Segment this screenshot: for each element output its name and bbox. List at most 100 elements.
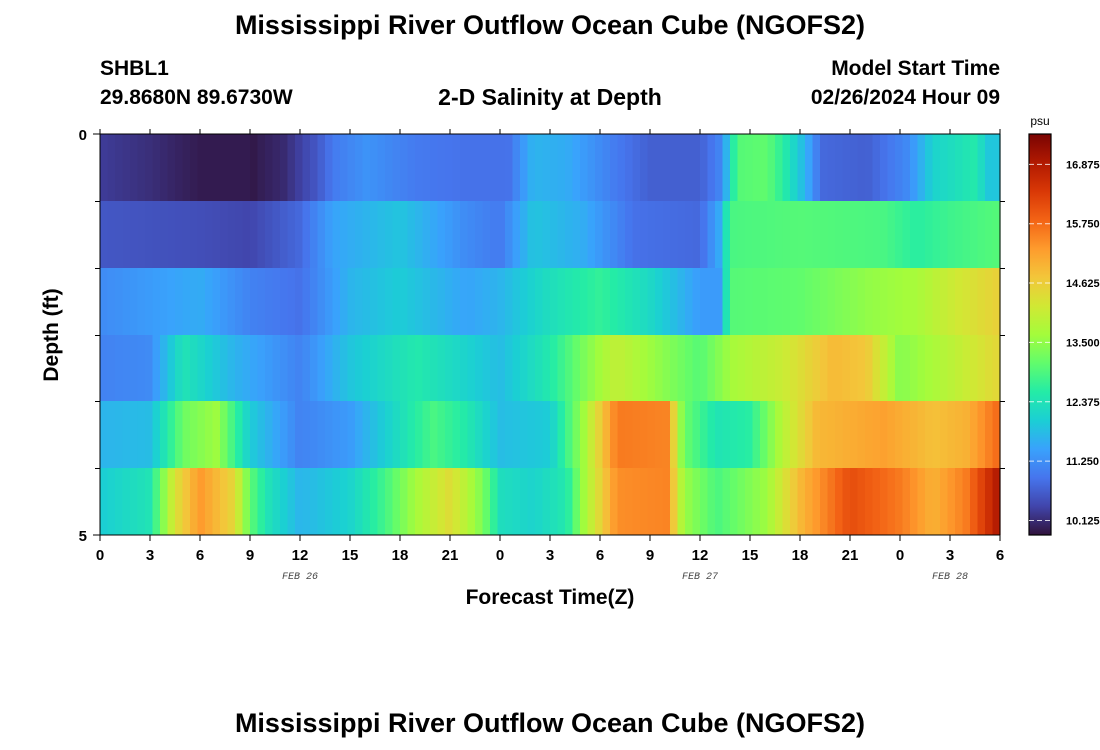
heatmap-cell <box>130 268 139 335</box>
heatmap-cell <box>310 335 319 401</box>
heatmap-cell <box>985 401 994 468</box>
heatmap-cell <box>227 468 236 535</box>
heatmap-cell <box>250 335 259 401</box>
heatmap-cell <box>445 201 454 268</box>
heatmap-cell <box>527 468 536 535</box>
heatmap-cell <box>782 335 791 401</box>
heatmap-cell <box>602 201 611 268</box>
heatmap-cell <box>580 201 589 268</box>
heatmap-cell <box>977 335 986 401</box>
heatmap-cell <box>565 335 574 401</box>
heatmap-cell <box>452 134 461 201</box>
heatmap-cell <box>992 201 1001 268</box>
heatmap-cell <box>580 335 589 401</box>
heatmap-cell <box>235 134 244 201</box>
heatmap-cell <box>130 468 139 535</box>
heatmap-cell <box>730 134 739 201</box>
heatmap-cell <box>790 335 799 401</box>
heatmap-cell <box>910 468 919 535</box>
station-coordinates: 29.8680N 89.6730W <box>100 86 293 109</box>
heatmap-cell <box>302 268 311 335</box>
heatmap-cell <box>842 468 851 535</box>
heatmap-cell <box>362 401 371 468</box>
heatmap-cell <box>887 401 896 468</box>
heatmap-cell <box>160 268 169 335</box>
heatmap-cell <box>572 201 581 268</box>
heatmap-cell <box>310 268 319 335</box>
heatmap-cell <box>152 268 161 335</box>
heatmap-cell <box>527 268 536 335</box>
heatmap-cell <box>917 335 926 401</box>
heatmap-cell <box>550 401 559 468</box>
heatmap-cell <box>745 201 754 268</box>
heatmap-cell <box>865 134 874 201</box>
heatmap-cell <box>985 201 994 268</box>
heatmap-cell <box>122 134 131 201</box>
heatmap-cell <box>197 268 206 335</box>
heatmap-cell <box>790 134 799 201</box>
heatmap-cell <box>820 335 829 401</box>
heatmap-cell <box>250 201 259 268</box>
heatmap-cell <box>520 201 529 268</box>
heatmap-cell <box>707 134 716 201</box>
heatmap-cell <box>805 468 814 535</box>
x-tick-label: 3 <box>146 547 154 564</box>
heatmap-cell <box>295 201 304 268</box>
heatmap-cell <box>482 201 491 268</box>
heatmap-cell <box>340 335 349 401</box>
heatmap-cell <box>347 201 356 268</box>
heatmap-cell <box>857 401 866 468</box>
heatmap-cell <box>355 401 364 468</box>
heatmap-cell <box>955 335 964 401</box>
heatmap-cell <box>730 268 739 335</box>
heatmap-cell <box>722 268 731 335</box>
heatmap-cell <box>812 468 821 535</box>
heatmap-cell <box>572 268 581 335</box>
heatmap-cell <box>692 201 701 268</box>
heatmap-cell <box>452 201 461 268</box>
heatmap-cell <box>490 468 499 535</box>
heatmap-cell <box>565 134 574 201</box>
heatmap-cell <box>737 268 746 335</box>
heatmap-cell <box>317 335 326 401</box>
heatmap-cell <box>467 401 476 468</box>
heatmap-cell <box>505 335 514 401</box>
heatmap-cell <box>932 468 941 535</box>
heatmap-cell <box>812 335 821 401</box>
heatmap-cell <box>962 468 971 535</box>
heatmap-cell <box>737 468 746 535</box>
heatmap-cell <box>820 401 829 468</box>
heatmap-cell <box>790 468 799 535</box>
heatmap-cell <box>857 201 866 268</box>
heatmap-cell <box>872 468 881 535</box>
heatmap-cell <box>647 401 656 468</box>
heatmap-cell <box>992 468 1001 535</box>
heatmap-cell <box>610 268 619 335</box>
heatmap-cell <box>287 468 296 535</box>
heatmap-cell <box>835 268 844 335</box>
heatmap-cell <box>587 268 596 335</box>
heatmap-cell <box>385 268 394 335</box>
heatmap-cell <box>752 335 761 401</box>
heatmap-cell <box>227 134 236 201</box>
heatmap-cell <box>782 134 791 201</box>
heatmap-cell <box>145 335 154 401</box>
heatmap-cell <box>220 268 229 335</box>
heatmap-cell <box>250 134 259 201</box>
heatmap-cell <box>752 134 761 201</box>
heatmap-cell <box>467 268 476 335</box>
heatmap-cell <box>707 268 716 335</box>
heatmap-cell <box>985 268 994 335</box>
heatmap-cell <box>790 268 799 335</box>
colorbar-label: 11.250 <box>1066 456 1099 468</box>
heatmap-cell <box>850 335 859 401</box>
heatmap-cell <box>197 468 206 535</box>
heatmap-cell <box>505 468 514 535</box>
heatmap-cell <box>310 201 319 268</box>
heatmap-cell <box>490 134 499 201</box>
heatmap-cell <box>212 134 221 201</box>
heatmap-cell <box>775 134 784 201</box>
heatmap-cell <box>640 201 649 268</box>
heatmap-cell <box>805 268 814 335</box>
heatmap-cell <box>925 335 934 401</box>
